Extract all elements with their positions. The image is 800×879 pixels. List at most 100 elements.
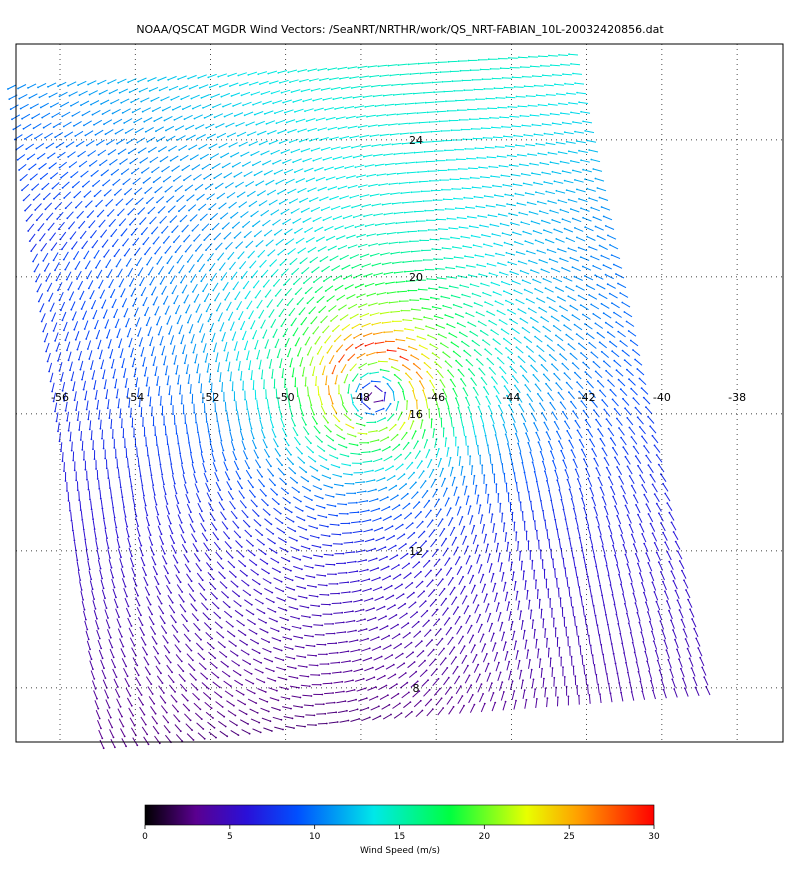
wind-vector-head [335, 449, 337, 451]
wind-vector [389, 615, 397, 620]
wind-vector [189, 594, 195, 601]
wind-vector-head [462, 516, 464, 518]
wind-vector [394, 515, 402, 520]
wind-vector-head [53, 330, 55, 332]
wind-vector-head [167, 444, 169, 446]
wind-vector-head [319, 363, 321, 365]
wind-vector [335, 335, 341, 341]
wind-vector [255, 529, 262, 535]
wind-vector-head [324, 413, 326, 415]
wind-vector [84, 531, 85, 540]
wind-vector-head [196, 372, 198, 374]
wind-vector-head [183, 472, 185, 474]
wind-vector [21, 174, 28, 180]
wind-vector [342, 146, 351, 148]
wind-vector-head [132, 715, 134, 717]
wind-vector [81, 511, 82, 520]
wind-vector [173, 285, 177, 293]
wind-vector-head [154, 434, 156, 436]
wind-vector-head [181, 661, 183, 663]
wind-vector [403, 320, 412, 321]
wind-vector [337, 434, 345, 438]
wind-vector-head [292, 579, 294, 581]
wind-vector-head [257, 307, 259, 309]
wind-vector [88, 81, 96, 85]
wind-vector-head [92, 247, 94, 249]
wind-vector-head [373, 607, 375, 609]
wind-vector [431, 419, 432, 428]
wind-vector [303, 218, 311, 222]
wind-vector-head [248, 368, 250, 370]
wind-vector [187, 195, 194, 201]
wind-vector-head [21, 118, 23, 120]
wind-vector-head [357, 357, 359, 359]
wind-vector-head [414, 661, 416, 663]
wind-vector [431, 480, 435, 488]
wind-vector-head [321, 441, 323, 443]
wind-vector [425, 363, 432, 369]
wind-vector [376, 164, 385, 166]
wind-vector-head [222, 637, 224, 639]
wind-vector-head [447, 548, 449, 550]
wind-vector-head [185, 312, 187, 314]
wind-vector-head [99, 226, 101, 228]
wind-vector-head [24, 210, 26, 212]
wind-vector [366, 283, 375, 286]
wind-vector [303, 158, 311, 161]
wind-vector-head [330, 320, 332, 322]
wind-vector-head [281, 464, 283, 466]
wind-vector [471, 586, 475, 594]
wind-vector [352, 86, 361, 88]
wind-vector [120, 279, 124, 287]
wind-vector-head [260, 732, 262, 734]
wind-vector-head [82, 599, 84, 601]
wind-vector-head [381, 656, 383, 658]
wind-vector-head [479, 614, 481, 616]
wind-vector [86, 201, 92, 207]
wind-vector [219, 651, 226, 657]
wind-vector [362, 520, 371, 522]
wind-vector-head [151, 544, 153, 546]
wind-vector [70, 162, 77, 167]
wind-vector-head [344, 494, 346, 496]
wind-vector-head [83, 529, 85, 531]
wind-vector-head [11, 118, 13, 120]
wind-vector [260, 81, 269, 84]
wind-vector-head [197, 260, 199, 262]
wind-vector [319, 455, 327, 460]
wind-vector-head [390, 403, 392, 405]
wind-vector [132, 488, 134, 497]
wind-vector [339, 305, 347, 310]
wind-vector [88, 341, 91, 350]
wind-vector-head [106, 607, 108, 609]
wind-vector-head [259, 652, 261, 654]
wind-vector [201, 214, 208, 220]
wind-vector-head [140, 545, 142, 547]
wind-vector [296, 338, 300, 346]
wind-vector [430, 600, 436, 607]
wind-vector [442, 668, 448, 675]
wind-vector [377, 547, 385, 551]
wind-vector-head [177, 711, 179, 713]
wind-vector-head [233, 566, 235, 568]
wind-vector-head [71, 450, 73, 452]
wind-vector [348, 571, 357, 572]
wind-vector-head [329, 604, 331, 606]
wind-vector-head [373, 414, 375, 416]
wind-vector [180, 684, 186, 691]
wind-vector [280, 199, 288, 203]
wind-vector [78, 151, 85, 156]
wind-vector [427, 372, 433, 379]
wind-vector-head [188, 148, 190, 150]
wind-vector [123, 298, 127, 306]
wind-vector-head [66, 146, 68, 148]
wind-vector [471, 645, 475, 653]
wind-vector [318, 346, 322, 354]
wind-vector-head [323, 565, 325, 567]
wind-vector-head [374, 548, 376, 550]
wind-vector [140, 88, 148, 92]
wind-vector [412, 309, 421, 310]
wind-vector [120, 219, 126, 226]
wind-vector [69, 222, 75, 229]
wind-vector [331, 534, 340, 535]
